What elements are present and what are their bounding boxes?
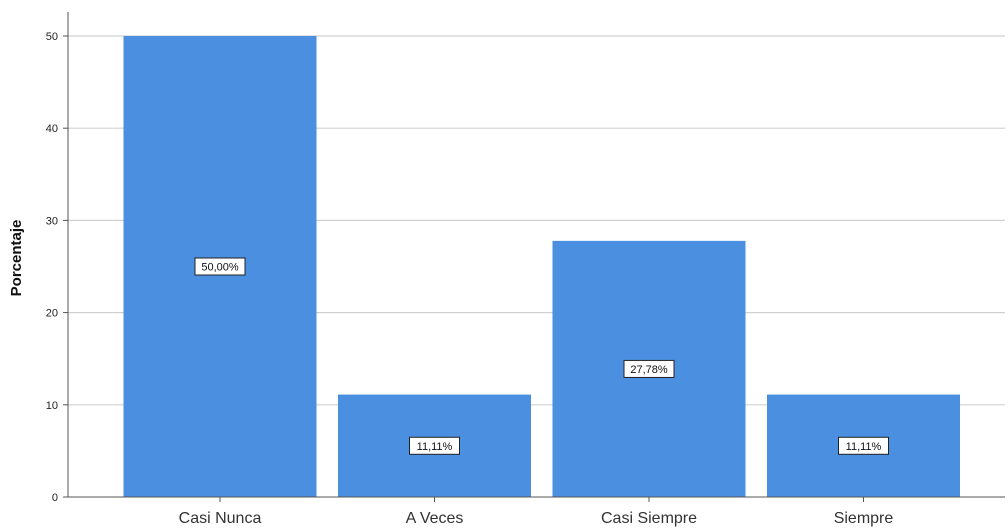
y-tick-label: 0 xyxy=(52,492,58,504)
y-tick-label: 30 xyxy=(46,215,58,227)
bars xyxy=(123,36,960,497)
y-tick-label: 40 xyxy=(46,123,58,135)
x-category-labels: Casi Nunca A Veces Casi Siempre Siempre xyxy=(179,497,894,527)
y-axis-label: Porcentaje xyxy=(8,220,25,297)
y-ticks: 0 10 20 30 40 50 xyxy=(46,31,68,504)
data-label-box xyxy=(194,257,246,276)
data-label-box xyxy=(409,436,460,455)
y-tick-label: 20 xyxy=(46,308,58,320)
data-label: 11,11% xyxy=(846,441,882,453)
axes xyxy=(67,12,1005,498)
y-tick-label: 10 xyxy=(46,400,58,412)
x-category-label: Casi Nunca xyxy=(179,510,262,527)
x-category-label: Casi Siempre xyxy=(601,510,697,527)
data-label: 11,11% xyxy=(417,441,453,453)
data-labels: 50,00% 11,11% 27,78% 11,11% xyxy=(194,257,889,455)
x-category-label: A Veces xyxy=(406,510,464,527)
data-label-box xyxy=(838,436,889,455)
y-tick-label: 50 xyxy=(46,31,58,43)
data-label: 27,78% xyxy=(630,364,668,376)
x-category-label: Siempre xyxy=(834,510,894,527)
data-label-box xyxy=(623,359,675,378)
data-label: 50,00% xyxy=(201,262,239,274)
